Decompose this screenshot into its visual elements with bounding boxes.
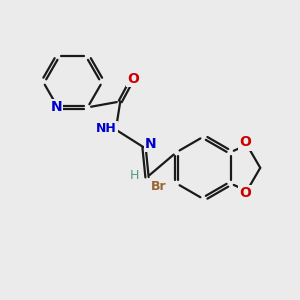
Text: N: N <box>51 100 62 114</box>
Text: H: H <box>130 169 139 182</box>
Text: N: N <box>145 137 156 151</box>
Text: O: O <box>239 186 251 200</box>
Text: O: O <box>127 72 139 86</box>
Text: Br: Br <box>151 180 167 193</box>
Text: NH: NH <box>96 122 117 135</box>
Text: O: O <box>239 135 251 149</box>
